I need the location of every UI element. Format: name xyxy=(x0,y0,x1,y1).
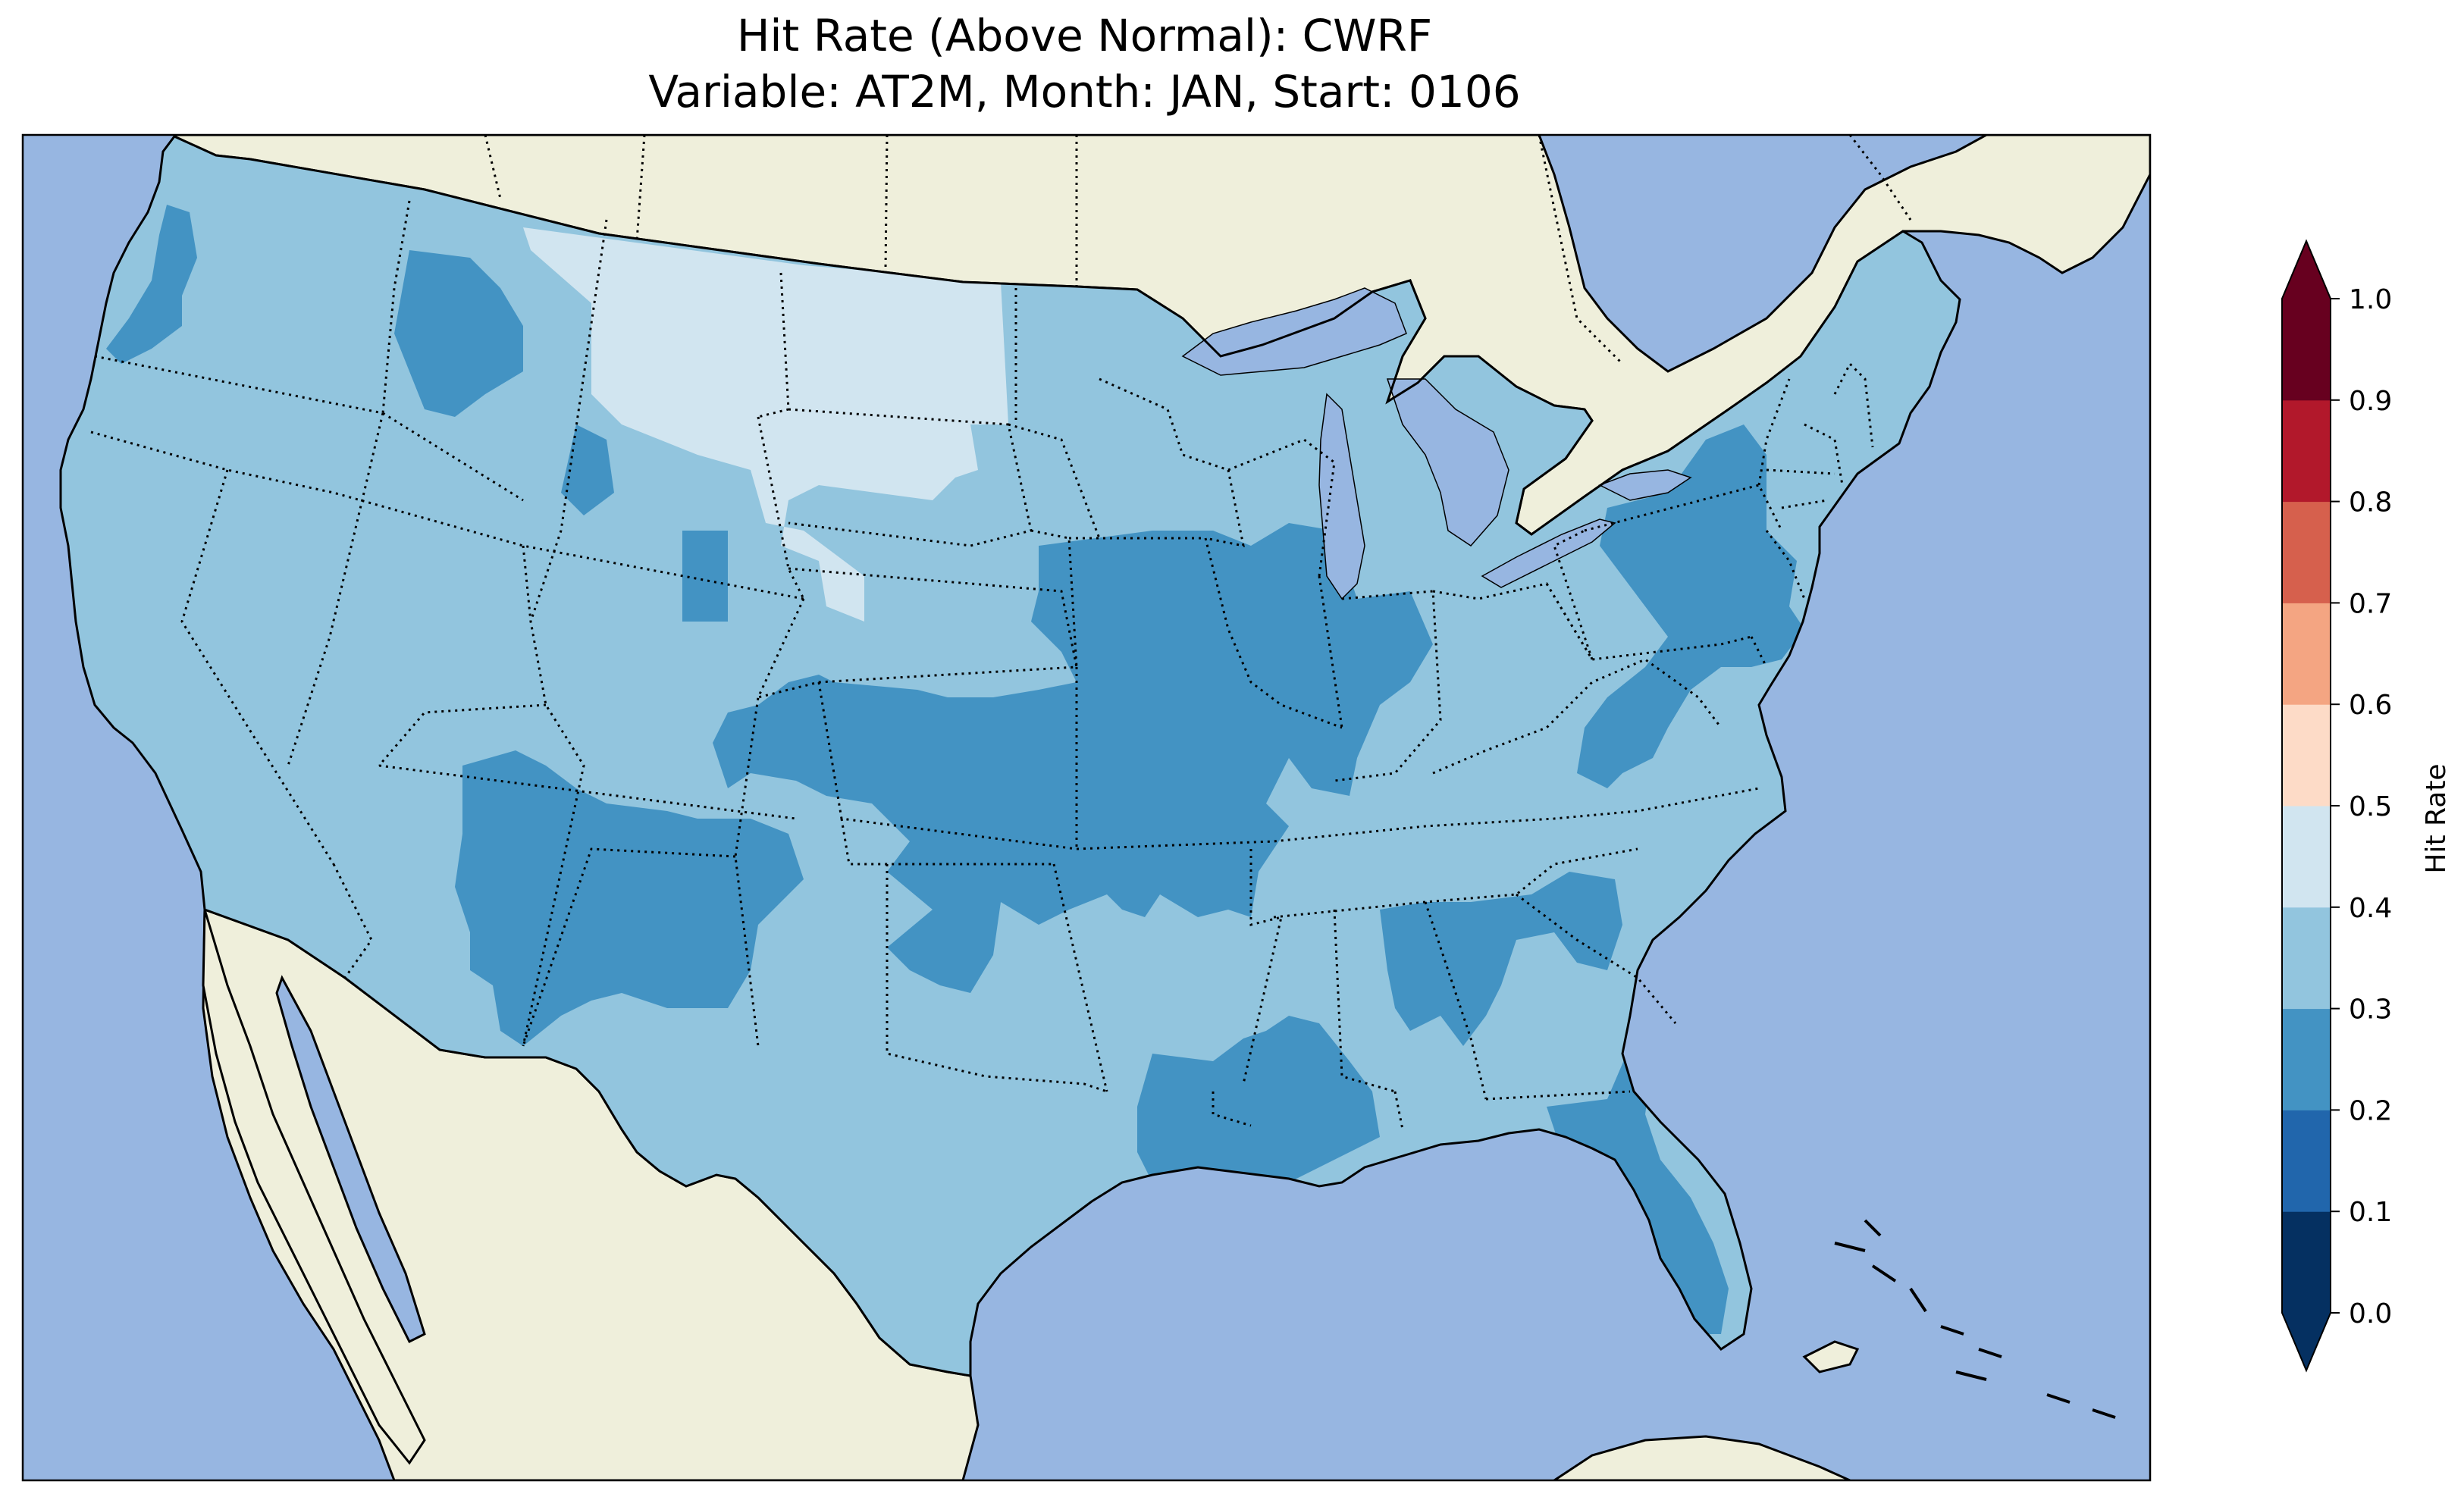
heatmap-colorado xyxy=(682,531,728,622)
colorbar-tick-label: 0.4 xyxy=(2349,893,2392,924)
heatmap-florida xyxy=(1547,1046,1729,1334)
colorbar-tick-label: 0.7 xyxy=(2349,588,2392,619)
colorbar-swatch xyxy=(2282,806,2331,908)
colorbar-extend-min xyxy=(2282,1313,2331,1370)
colorbar-tick-label: 0.6 xyxy=(2349,690,2392,721)
colorbar-swatch xyxy=(2282,907,2331,1010)
lake-superior xyxy=(1181,287,1407,376)
colorbar-swatch xyxy=(2282,603,2331,705)
heatmap-mid-atlantic xyxy=(1577,424,1804,788)
colorbar-tick-label: 0.1 xyxy=(2349,1197,2392,1228)
heatmap-northern-plains xyxy=(523,227,1008,622)
map-frame xyxy=(21,133,2152,1482)
colorbar-swatch xyxy=(2282,399,2331,503)
bahamas xyxy=(1834,1219,2116,1419)
yucatan-land xyxy=(1552,1435,1851,1480)
colorbar-tick-label: 1.0 xyxy=(2349,284,2392,315)
heatmap-southwest xyxy=(455,750,804,1046)
colorbar-tick-label: 0.3 xyxy=(2349,994,2392,1026)
lake-erie xyxy=(1481,518,1616,588)
heatmap-gulf-coast xyxy=(1137,1016,1380,1182)
lake-huron xyxy=(1386,378,1509,547)
gulf-of-california xyxy=(275,975,426,1344)
colorbar-swatches xyxy=(2281,239,2331,1373)
colorbar-swatch xyxy=(2282,1211,2331,1314)
heatmap-idaho xyxy=(394,250,523,417)
colorbar-swatch xyxy=(2282,501,2331,603)
lake-michigan xyxy=(1318,393,1365,600)
map-subtitle: Variable: AT2M, Month: JAN, Start: 0106 xyxy=(648,66,1521,117)
state-borders xyxy=(90,200,1874,1130)
heatmap-central-us xyxy=(713,523,1433,993)
cuba-land xyxy=(1802,1340,1860,1373)
colorbar-ticks: 0.0 0.1 0.2 0.3 0.4 0.5 0.6 0.7 0.8 0.9 1.0 xyxy=(2331,284,2392,1330)
lake-ontario xyxy=(1598,469,1692,501)
colorbar-swatch xyxy=(2282,1008,2331,1110)
heatmap-southeast xyxy=(1380,872,1622,1046)
colorbar-tick-label: 0.8 xyxy=(2349,487,2392,518)
map-title: Hit Rate (Above Normal): CWRF xyxy=(736,10,1433,61)
colorbar-label: Hit Rate xyxy=(2421,763,2452,873)
baja-california xyxy=(202,909,426,1465)
canada-province-borders xyxy=(484,135,1912,365)
colorbar-tick-label: 0.5 xyxy=(2349,791,2392,822)
great-lakes xyxy=(1181,287,1692,600)
colorbar-tick-label: 0.0 xyxy=(2349,1298,2392,1330)
colorbar-extend-max xyxy=(2282,241,2331,299)
colorbar-swatch xyxy=(2282,704,2331,807)
colorbar-swatch xyxy=(2282,1110,2331,1212)
colorbar-swatch xyxy=(2282,299,2331,401)
heatmap-wyoming xyxy=(561,424,614,515)
colorbar-tick-label: 0.2 xyxy=(2349,1095,2392,1126)
heatmap-pacific-nw xyxy=(106,205,197,364)
colorbar-tick-label: 0.9 xyxy=(2349,386,2392,417)
